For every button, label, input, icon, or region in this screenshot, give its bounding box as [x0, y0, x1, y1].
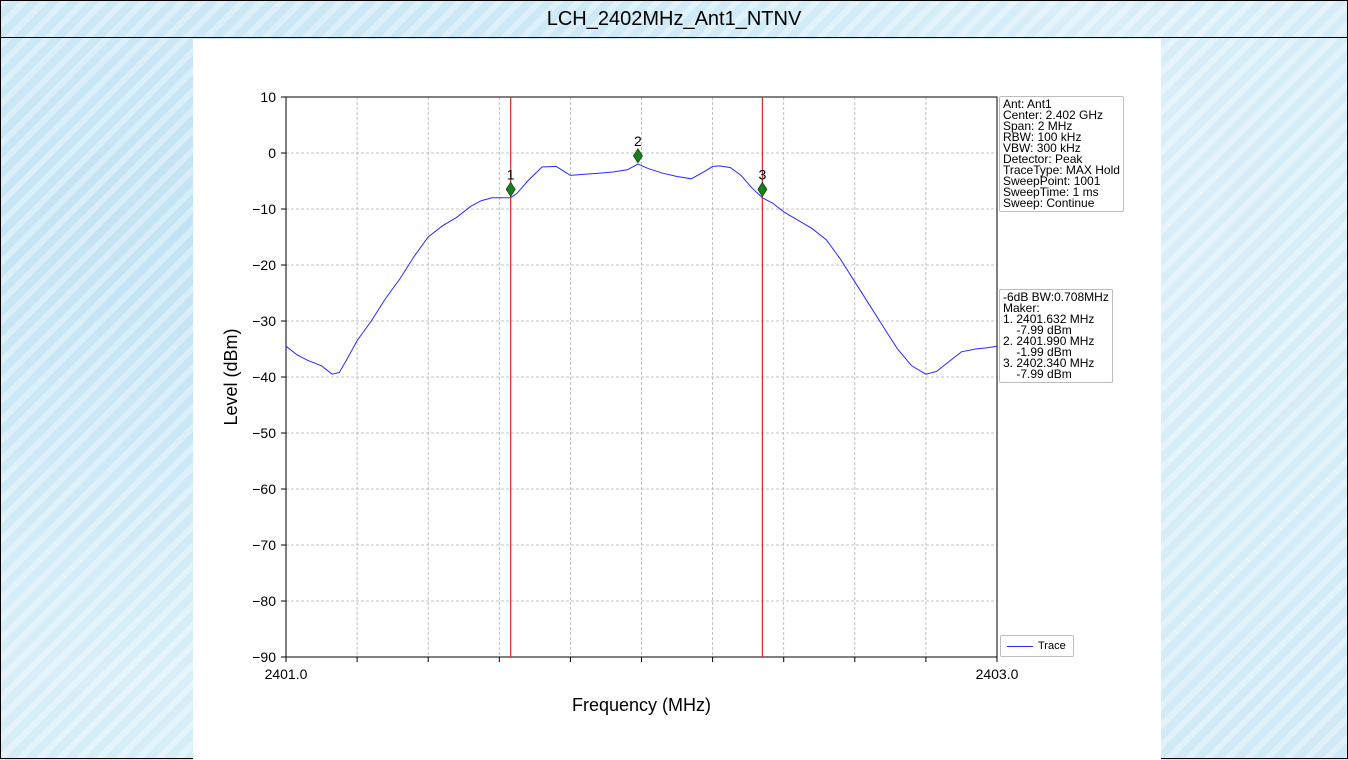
settings-line: SweepPoint: 1001 [1003, 174, 1101, 188]
settings-line: Center: 2.402 GHz [1003, 108, 1104, 122]
y-tick-label: −70 [252, 537, 276, 553]
y-tick-label: 0 [268, 145, 276, 161]
y-axis-label: Level (dBm) [221, 328, 241, 425]
settings-line: SweepTime: 1 ms [1003, 185, 1099, 199]
y-tick-label: −60 [252, 481, 276, 497]
result-line: Maker: [1003, 301, 1040, 315]
y-tick-label: −80 [252, 593, 276, 609]
settings-box: Ant: Ant1 Center: 2.402 GHz Span: 2 MHz RBW… [999, 96, 1124, 212]
trace-line [285, 163, 998, 375]
y-tick-label: −30 [252, 313, 276, 329]
y-tick-label: −20 [252, 257, 276, 273]
legend: Trace [1000, 635, 1074, 657]
result-line: -6dB BW:0.708MHz [1003, 290, 1109, 304]
marker-diamond [632, 148, 643, 164]
chart-panel: 2401.0 2403.0 10 0 −10 −20 −30 −40 −50 −60 −70 −80 −… [193, 39, 1161, 760]
settings-line: RBW: 100 kHz [1003, 130, 1082, 144]
x-tick-label: 2401.0 [265, 666, 308, 682]
y-tick-label: −90 [252, 649, 276, 665]
spectrum-chart: 2401.0 2403.0 10 0 −10 −20 −30 −40 −50 −60 −70 −80 −… [221, 89, 1019, 715]
marker-label: 2 [634, 133, 642, 149]
settings-line: TraceType: MAX Hold [1003, 163, 1120, 177]
result-line: -1.99 dBm [1003, 345, 1072, 359]
marker-label: 1 [507, 166, 515, 182]
legend-line-swatch [1007, 645, 1033, 647]
results-box: -6dB BW:0.708MHz Maker: 1. 2401.632 MHz -7… [999, 289, 1113, 383]
settings-line: Sweep: Continue [1003, 196, 1095, 210]
x-axis-label: Frequency (MHz) [572, 695, 711, 715]
settings-line: VBW: 300 kHz [1003, 141, 1081, 155]
plot-frame [285, 96, 998, 658]
marker-label: 3 [758, 166, 766, 182]
page-title: LCH_2402MHz_Ant1_NTNV [1, 1, 1347, 38]
x-tick-label: 2403.0 [976, 666, 1019, 682]
marker-diamond [505, 181, 516, 198]
y-tick-label: −10 [252, 201, 276, 217]
result-line: 1. 2401.632 MHz [1003, 312, 1095, 326]
result-line: 2. 2401.990 MHz [1003, 334, 1095, 348]
y-tick-label: −50 [252, 425, 276, 441]
result-line: -7.99 dBm [1003, 367, 1072, 381]
marker-diamond [757, 181, 768, 198]
y-tick-label: 10 [260, 89, 276, 105]
y-tick-label: −40 [252, 369, 276, 385]
result-line: 3. 2402.340 MHz [1003, 356, 1095, 370]
result-line: -7.99 dBm [1003, 323, 1072, 337]
settings-line: Detector: Peak [1003, 152, 1083, 166]
settings-line: Ant: Ant1 [1003, 97, 1052, 111]
legend-entry-trace: Trace [1038, 640, 1066, 652]
settings-line: Span: 2 MHz [1003, 119, 1073, 133]
